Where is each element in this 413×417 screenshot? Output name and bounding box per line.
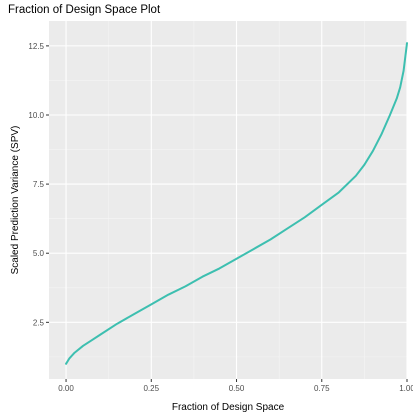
series-line bbox=[65, 42, 408, 365]
x-tick-label: 0.50 bbox=[229, 384, 245, 393]
y-tick-label: 10.0 bbox=[28, 111, 44, 120]
grid-major bbox=[49, 21, 408, 379]
plot-panel bbox=[49, 21, 407, 379]
y-tick-label: 5.0 bbox=[33, 249, 45, 258]
series-layer bbox=[65, 42, 408, 365]
x-tick-label: 0.00 bbox=[58, 384, 74, 393]
x-axis-ticks: 0.00 0.25 0.50 0.75 1.00 bbox=[58, 379, 413, 393]
y-tick-label: 12.5 bbox=[28, 42, 44, 51]
chart-title: Fraction of Design Space Plot bbox=[8, 4, 161, 16]
y-axis-ticks: 2.5 5.0 7.5 10.0 12.5 bbox=[28, 42, 49, 327]
y-tick-label: 2.5 bbox=[33, 318, 45, 327]
grid-minor bbox=[49, 21, 407, 379]
y-axis-title: Scaled Prediction Variance (SPV) bbox=[10, 126, 21, 275]
x-tick-label: 0.75 bbox=[314, 384, 330, 393]
x-tick-label: 0.25 bbox=[143, 384, 159, 393]
x-tick-label: 1.00 bbox=[399, 384, 413, 393]
y-tick-label: 7.5 bbox=[33, 180, 45, 189]
x-axis-title: Fraction of Design Space bbox=[172, 402, 285, 413]
